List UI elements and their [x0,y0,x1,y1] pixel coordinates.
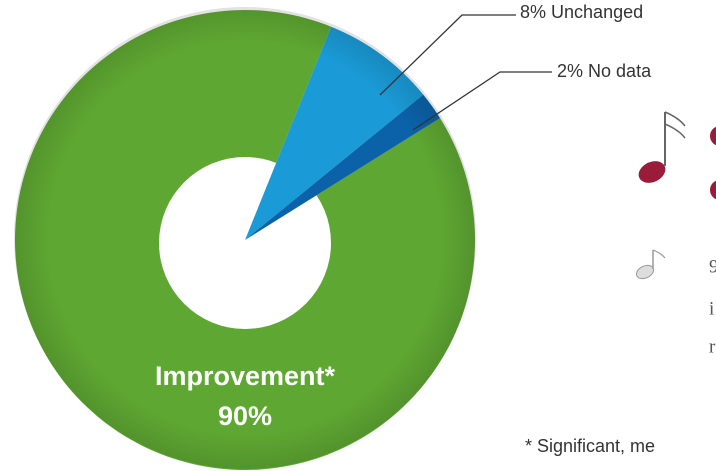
footnote: * Significant, me [525,436,655,456]
slice-label: 8% Unchanged [520,2,643,22]
leader-line [379,14,516,96]
slice-value: 2% [557,61,583,81]
leader-line [412,71,552,131]
slice-label: 2% No data [557,61,652,81]
side-text: 9 [709,256,716,277]
slice-value: 8% [520,2,546,22]
slice-name: Unchanged [551,2,643,22]
slice-name: Improvement* [155,361,336,391]
note-icon [638,111,716,200]
slice-name: No data [588,61,652,81]
slice-value: 90% [218,401,272,431]
side-text: i [709,298,714,319]
side-text: r [709,336,716,357]
note-icon [635,249,666,280]
